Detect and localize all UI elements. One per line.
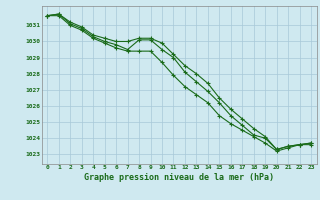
X-axis label: Graphe pression niveau de la mer (hPa): Graphe pression niveau de la mer (hPa) [84,173,274,182]
